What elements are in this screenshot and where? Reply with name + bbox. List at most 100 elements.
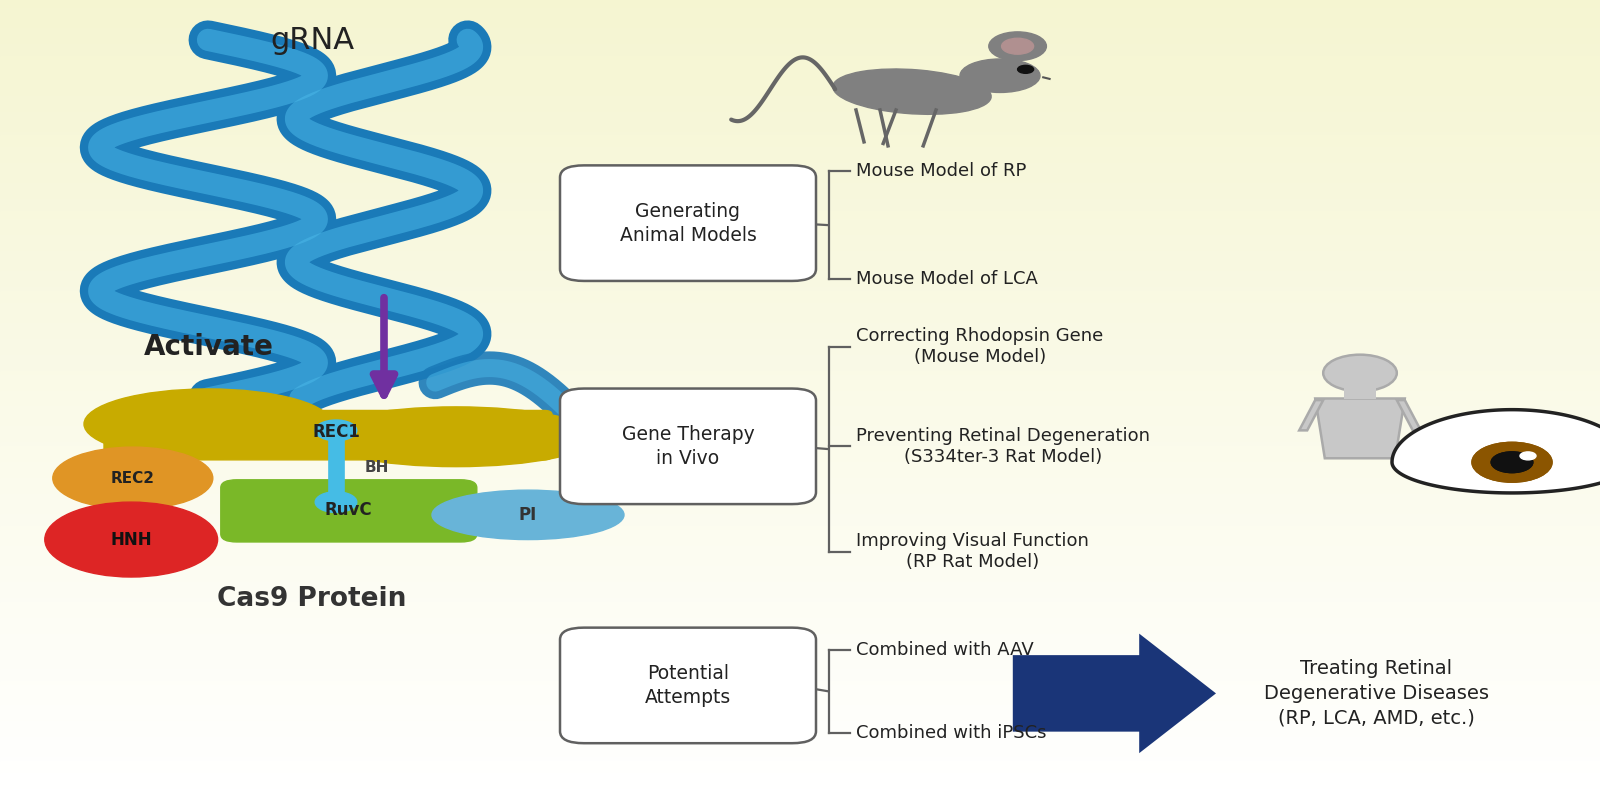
Bar — [0, 793, 1600, 797]
Circle shape — [1491, 452, 1533, 473]
Bar — [0, 677, 1600, 681]
Bar — [0, 705, 1600, 709]
Bar — [0, 68, 1600, 72]
Text: Potential
Attempts: Potential Attempts — [645, 664, 731, 707]
Polygon shape — [1397, 400, 1421, 430]
Text: REC2: REC2 — [110, 471, 155, 485]
Bar — [0, 207, 1600, 211]
Bar — [0, 566, 1600, 570]
Bar — [0, 339, 1600, 343]
Bar — [0, 430, 1600, 434]
Bar — [0, 773, 1600, 777]
Bar — [0, 0, 1600, 4]
Bar — [0, 785, 1600, 789]
Bar — [0, 697, 1600, 701]
Bar — [0, 418, 1600, 422]
Bar — [0, 618, 1600, 622]
Bar — [0, 132, 1600, 135]
Bar — [0, 243, 1600, 247]
Bar — [0, 626, 1600, 630]
Bar — [0, 530, 1600, 534]
Bar — [0, 108, 1600, 112]
Bar — [0, 466, 1600, 470]
Bar — [0, 223, 1600, 227]
Bar — [0, 713, 1600, 717]
Bar — [0, 267, 1600, 271]
Bar — [0, 307, 1600, 311]
Bar — [0, 757, 1600, 761]
Text: HNH: HNH — [110, 531, 152, 548]
Bar — [0, 558, 1600, 562]
Bar — [0, 363, 1600, 367]
Bar — [0, 490, 1600, 494]
Text: BH: BH — [365, 461, 389, 475]
Bar — [0, 590, 1600, 594]
Text: Cas9 Protein: Cas9 Protein — [218, 587, 406, 612]
Text: Combined with AAV: Combined with AAV — [856, 641, 1034, 658]
Bar — [0, 128, 1600, 132]
Bar — [0, 247, 1600, 251]
Bar — [0, 438, 1600, 442]
Bar — [0, 398, 1600, 402]
Bar — [0, 112, 1600, 116]
Bar — [0, 60, 1600, 64]
Bar — [0, 582, 1600, 586]
Bar — [0, 646, 1600, 650]
Bar — [0, 291, 1600, 295]
Bar — [0, 721, 1600, 725]
Bar — [0, 669, 1600, 673]
Bar — [0, 283, 1600, 287]
Text: Gene Therapy
in Vivo: Gene Therapy in Vivo — [622, 425, 754, 468]
Bar — [0, 422, 1600, 426]
Bar — [0, 745, 1600, 749]
Bar — [0, 116, 1600, 120]
Bar — [0, 391, 1600, 395]
Bar — [0, 187, 1600, 191]
Bar — [0, 191, 1600, 195]
Bar — [0, 602, 1600, 606]
Bar — [0, 371, 1600, 375]
Bar — [0, 450, 1600, 454]
Bar — [0, 478, 1600, 482]
Bar — [0, 642, 1600, 646]
Bar — [0, 271, 1600, 275]
Bar — [0, 175, 1600, 179]
Bar — [0, 482, 1600, 486]
Bar — [0, 120, 1600, 124]
Bar — [0, 781, 1600, 785]
Bar — [0, 701, 1600, 705]
Bar — [0, 673, 1600, 677]
Text: PI: PI — [518, 506, 538, 524]
Bar — [0, 295, 1600, 299]
Bar — [0, 315, 1600, 319]
Circle shape — [1472, 442, 1552, 482]
Bar — [0, 434, 1600, 438]
Bar — [0, 255, 1600, 259]
Bar — [0, 554, 1600, 558]
Bar — [0, 355, 1600, 359]
Bar — [0, 303, 1600, 307]
Bar — [0, 8, 1600, 12]
Bar — [0, 534, 1600, 538]
Text: Preventing Retinal Degeneration
(S334ter-3 Rat Model): Preventing Retinal Degeneration (S334ter… — [856, 427, 1150, 465]
Bar — [0, 219, 1600, 223]
Bar — [0, 594, 1600, 598]
Text: REC1: REC1 — [312, 423, 360, 441]
Bar — [0, 263, 1600, 267]
Bar — [0, 351, 1600, 355]
Bar — [0, 199, 1600, 203]
Bar — [0, 251, 1600, 255]
Bar — [0, 383, 1600, 387]
Bar — [0, 104, 1600, 108]
Bar — [0, 367, 1600, 371]
Bar — [0, 387, 1600, 391]
Bar — [0, 183, 1600, 187]
Bar — [0, 44, 1600, 48]
Bar — [0, 510, 1600, 514]
Ellipse shape — [315, 406, 595, 466]
Bar — [0, 52, 1600, 56]
Bar — [0, 562, 1600, 566]
Bar — [0, 406, 1600, 410]
Bar — [0, 72, 1600, 76]
Bar — [0, 12, 1600, 16]
